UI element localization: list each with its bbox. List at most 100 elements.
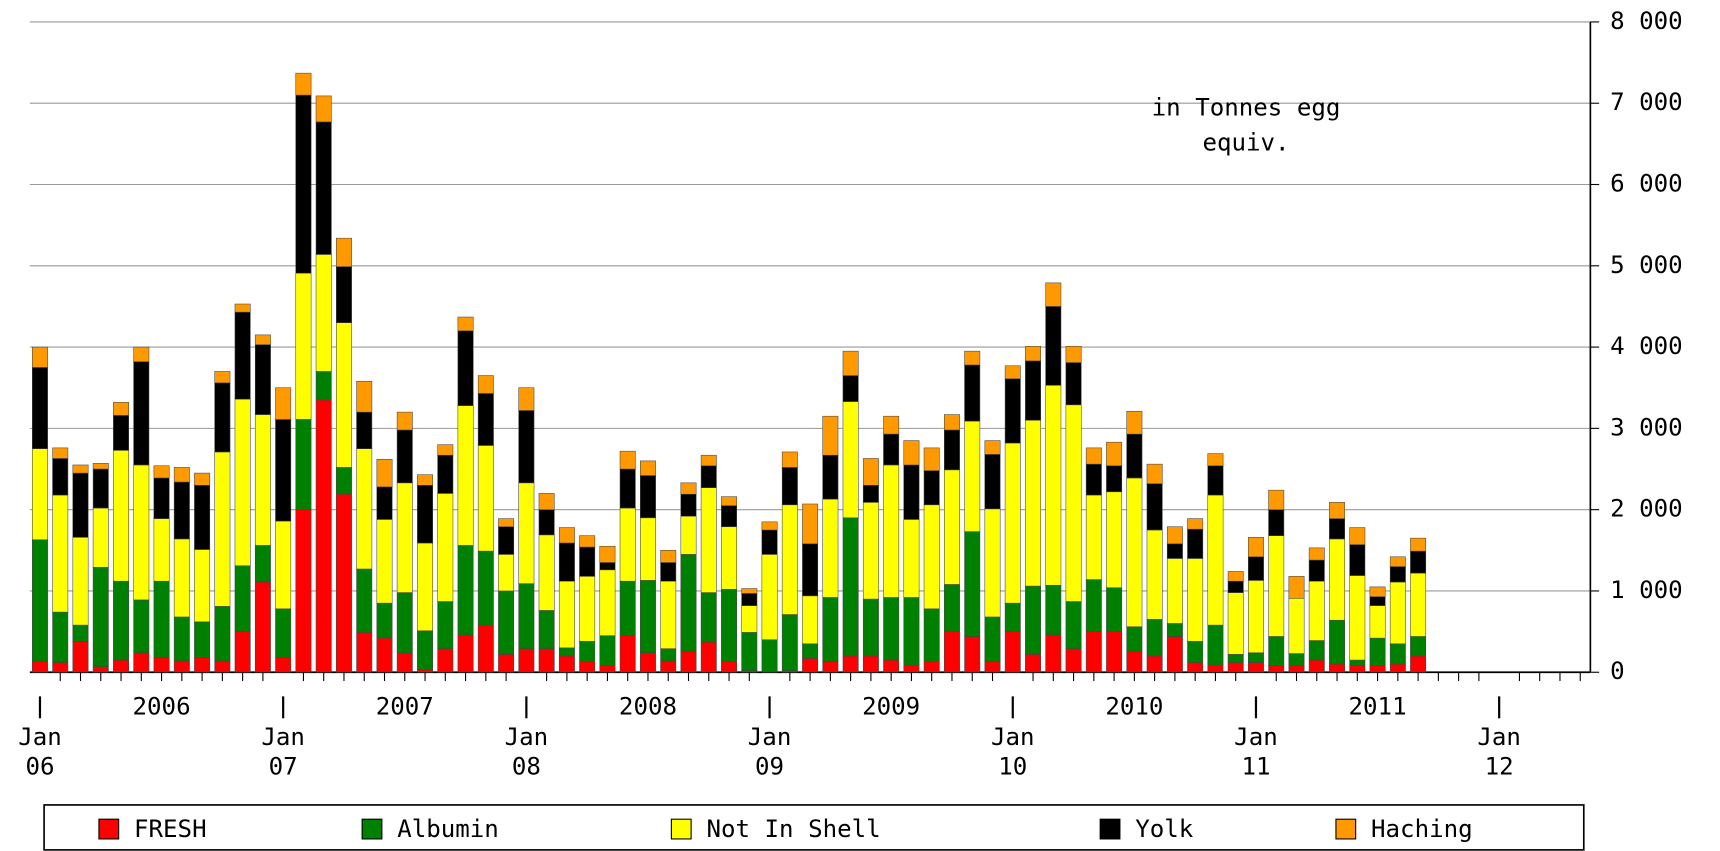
bar-segment — [538, 610, 555, 649]
bar-segment — [52, 447, 69, 459]
x-tick-label: Jan 10 — [991, 723, 1035, 781]
bar-segment — [1389, 566, 1406, 583]
bar-segment — [1025, 419, 1041, 587]
bar-segment — [498, 654, 515, 673]
bar-segment — [660, 550, 677, 563]
bar-segment — [1106, 441, 1123, 467]
bar-segment — [822, 661, 839, 673]
bar-segment — [842, 517, 859, 657]
bar-segment — [883, 464, 900, 598]
x-tick-label-line: Jan — [261, 723, 305, 751]
bar-segment — [883, 597, 900, 661]
legend-box — [43, 804, 1585, 851]
bar-segment — [1126, 433, 1143, 479]
bar-segment — [1207, 453, 1224, 467]
bar-segment — [1187, 641, 1204, 663]
bar-segment — [417, 630, 433, 671]
bar-segment — [477, 393, 494, 446]
bar-segment — [214, 660, 231, 673]
bar-segment — [944, 469, 960, 585]
bar-segment — [295, 272, 312, 420]
bar-segment — [842, 655, 859, 673]
bar-segment — [1045, 306, 1062, 386]
bar-segment — [315, 399, 332, 673]
bar-segment — [356, 411, 373, 449]
bar-segment — [194, 485, 211, 550]
bar-segment — [802, 595, 819, 645]
bar-segment — [1308, 640, 1325, 661]
bar-segment — [1288, 665, 1305, 673]
bar-segment — [234, 311, 251, 400]
bar-segment — [254, 545, 271, 583]
bar-segment — [619, 507, 636, 582]
bar-segment — [194, 472, 211, 486]
bar-segment — [1004, 631, 1021, 673]
y-tick-label: 6 000 — [1610, 170, 1683, 198]
bar-segment — [842, 375, 859, 402]
bar-segment — [1349, 544, 1366, 576]
bar-segment — [254, 334, 271, 345]
bar-segment — [52, 611, 69, 663]
year-label: 2008 — [619, 692, 677, 720]
bar-segment — [862, 598, 879, 657]
bar-segment — [1187, 518, 1204, 530]
bar-segment — [72, 472, 89, 538]
bar-segment — [1146, 463, 1163, 484]
x-tick-label-line: 12 — [1485, 753, 1514, 781]
bar-segment — [72, 624, 89, 642]
bar-segment — [964, 420, 981, 532]
bar-segment — [275, 657, 292, 673]
bar-segment — [599, 569, 616, 636]
bar-segment — [1369, 665, 1386, 673]
x-tick-label: Jan 11 — [1234, 723, 1278, 781]
bar-segment — [964, 636, 981, 673]
year-label: 2010 — [1105, 692, 1163, 720]
bar-segment — [417, 485, 433, 544]
bar-segment — [1248, 556, 1264, 581]
bar-segment — [1126, 477, 1143, 627]
bar-segment — [538, 534, 555, 611]
x-tick-label-line: 09 — [755, 753, 784, 781]
x-tick-label: Jan 12 — [1477, 723, 1521, 781]
bar-segment — [336, 266, 352, 323]
x-tick-label-line: 07 — [269, 753, 298, 781]
bar-segment — [761, 554, 778, 641]
x-tick-label-line: 10 — [998, 753, 1027, 781]
bar-segment — [1004, 365, 1021, 380]
bar-segment — [862, 502, 879, 600]
bar-segment — [1085, 579, 1102, 632]
bar-segment — [1268, 489, 1285, 510]
bar-segment — [32, 539, 48, 662]
bar-segment — [133, 346, 150, 362]
bar-segment — [538, 509, 555, 536]
bar-segment — [92, 463, 109, 470]
bar-segment — [254, 414, 271, 546]
bar-segment — [862, 655, 879, 673]
bar-segment — [1045, 584, 1062, 636]
bar-segment — [1187, 558, 1204, 642]
x-tick-label-line: 11 — [1241, 753, 1270, 781]
bar-segment — [1004, 378, 1021, 444]
bar-segment — [984, 454, 1001, 510]
bar-segment — [52, 662, 69, 673]
bar-segment — [234, 565, 251, 632]
bar-segment — [153, 465, 170, 479]
bar-segment — [1308, 559, 1325, 582]
bar-segment — [1248, 662, 1264, 673]
bar-segment — [113, 450, 129, 582]
bar-segment — [1106, 465, 1123, 493]
bar-segment — [923, 447, 940, 471]
bar-segment — [1227, 654, 1244, 663]
x-tick-label: Jan 09 — [748, 723, 792, 781]
bar-segment — [862, 458, 879, 486]
bar-segment — [234, 631, 251, 673]
legend-label: Haching — [1371, 815, 1473, 843]
bar-segment — [761, 521, 778, 531]
bar-segment — [1227, 571, 1244, 582]
annotation: equiv. — [1202, 129, 1289, 157]
bar-segment — [903, 664, 920, 673]
bar-segment — [92, 567, 109, 667]
x-tick-label-line: 08 — [512, 753, 541, 781]
bar-segment — [133, 652, 150, 673]
